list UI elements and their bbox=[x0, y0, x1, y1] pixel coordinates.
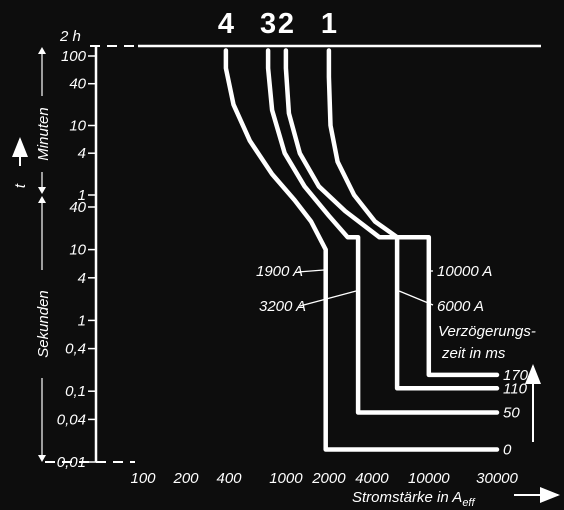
curve-number-3: 3 bbox=[260, 8, 276, 40]
x-tick-label: 2000 bbox=[311, 470, 346, 487]
x-tick-label: 400 bbox=[216, 470, 242, 487]
y-top-label: 2 h bbox=[59, 28, 81, 45]
trip-current-4: 1900 A bbox=[256, 263, 303, 280]
trip-current-3: 3200 A bbox=[259, 298, 306, 315]
x-axis-title-sub: eff bbox=[462, 497, 475, 509]
trip-current-2: 6000 A bbox=[437, 298, 484, 315]
y-tick-label-seconds: 0,1 bbox=[65, 383, 86, 400]
curve-3 bbox=[265, 48, 500, 415]
leader-line bbox=[297, 269, 324, 273]
y-tick-label-seconds: 0,4 bbox=[65, 341, 86, 358]
x-tick-label: 30000 bbox=[476, 470, 518, 487]
y-tick-label-minutes: 100 bbox=[61, 48, 87, 65]
delay-header-line1: Verzögerungs- bbox=[438, 323, 536, 340]
delay-header-line2: zeit in ms bbox=[441, 345, 506, 362]
x-tick-label: 1000 bbox=[269, 470, 303, 487]
trip-current-1: 10000 A bbox=[437, 263, 492, 280]
y-group-seconds: Sekunden bbox=[35, 290, 52, 358]
y-tick-label-seconds: 1 bbox=[78, 312, 86, 329]
curve-2 bbox=[283, 48, 500, 391]
x-tick-label: 200 bbox=[172, 470, 199, 487]
y-tick-label-minutes: 4 bbox=[78, 145, 86, 162]
delay-label-4: 0 bbox=[503, 442, 512, 459]
x-tick-label: 10000 bbox=[408, 470, 450, 487]
trip-curves bbox=[223, 48, 500, 452]
y-group-minutes: Minuten bbox=[35, 107, 52, 160]
y-tick-label-seconds: 40 bbox=[69, 199, 86, 216]
x-tick-label: 4000 bbox=[355, 470, 389, 487]
y-variable-label: t bbox=[12, 183, 29, 188]
y-tick-label-minutes: 1 bbox=[78, 187, 86, 204]
x-tick-labels: 100 200 400 1000 2000 4000 10000 30000 bbox=[130, 470, 518, 487]
axes: Minuten Sekunden t 2 h Stromstärke in Ae… bbox=[11, 28, 560, 509]
y-tick-label-seconds: 0,04 bbox=[57, 411, 86, 428]
x-tick-label: 100 bbox=[130, 470, 156, 487]
x-axis-title-main: Stromstärke in A bbox=[352, 489, 462, 506]
curve-1 bbox=[326, 48, 500, 378]
curve-number-1: 1 bbox=[321, 8, 337, 40]
y-tick-label-seconds: 4 bbox=[78, 270, 86, 287]
delay-label-3: 50 bbox=[503, 405, 520, 422]
curve-4 bbox=[223, 48, 500, 452]
y-tick-label-minutes: 40 bbox=[69, 76, 86, 93]
y-tick-label-seconds: 10 bbox=[69, 242, 86, 259]
delay-label-1: 170 bbox=[503, 367, 529, 384]
y-tick-label-seconds: 0,01 bbox=[57, 454, 86, 471]
leader-line bbox=[398, 290, 434, 306]
y-tick-label-minutes: 10 bbox=[69, 118, 86, 135]
curve-number-4: 4 bbox=[218, 8, 234, 40]
leader-line bbox=[299, 290, 357, 307]
delay-label-2: 110 bbox=[503, 380, 528, 397]
curve-number-2: 2 bbox=[278, 8, 294, 40]
x-axis-title: Stromstärke in Aeff bbox=[352, 489, 475, 509]
